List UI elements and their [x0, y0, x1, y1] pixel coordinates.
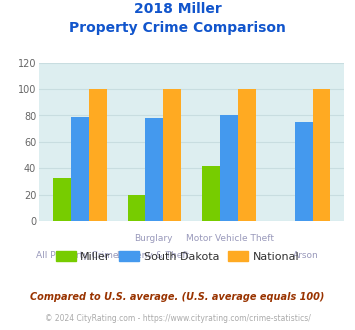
Text: Larceny & Theft: Larceny & Theft	[118, 251, 190, 260]
Bar	[238, 89, 256, 221]
Legend: Miller, South Dakota, National: Miller, South Dakota, National	[51, 247, 304, 267]
Text: 2018 Miller: 2018 Miller	[133, 2, 222, 16]
Text: © 2024 CityRating.com - https://www.cityrating.com/crime-statistics/: © 2024 CityRating.com - https://www.city…	[45, 314, 310, 323]
Text: Motor Vehicle Theft: Motor Vehicle Theft	[186, 234, 274, 243]
Text: All Property Crime: All Property Crime	[36, 251, 119, 260]
Bar	[71, 117, 89, 221]
Bar	[202, 166, 220, 221]
Text: Burglary: Burglary	[134, 234, 173, 243]
Bar	[312, 89, 331, 221]
Bar	[127, 195, 146, 221]
Bar	[53, 178, 71, 221]
Text: Arson: Arson	[293, 251, 319, 260]
Bar	[295, 122, 312, 221]
Text: Compared to U.S. average. (U.S. average equals 100): Compared to U.S. average. (U.S. average …	[30, 292, 325, 302]
Bar	[89, 89, 106, 221]
Bar	[220, 115, 238, 221]
Bar	[146, 118, 163, 221]
Bar	[163, 89, 181, 221]
Text: Property Crime Comparison: Property Crime Comparison	[69, 21, 286, 35]
